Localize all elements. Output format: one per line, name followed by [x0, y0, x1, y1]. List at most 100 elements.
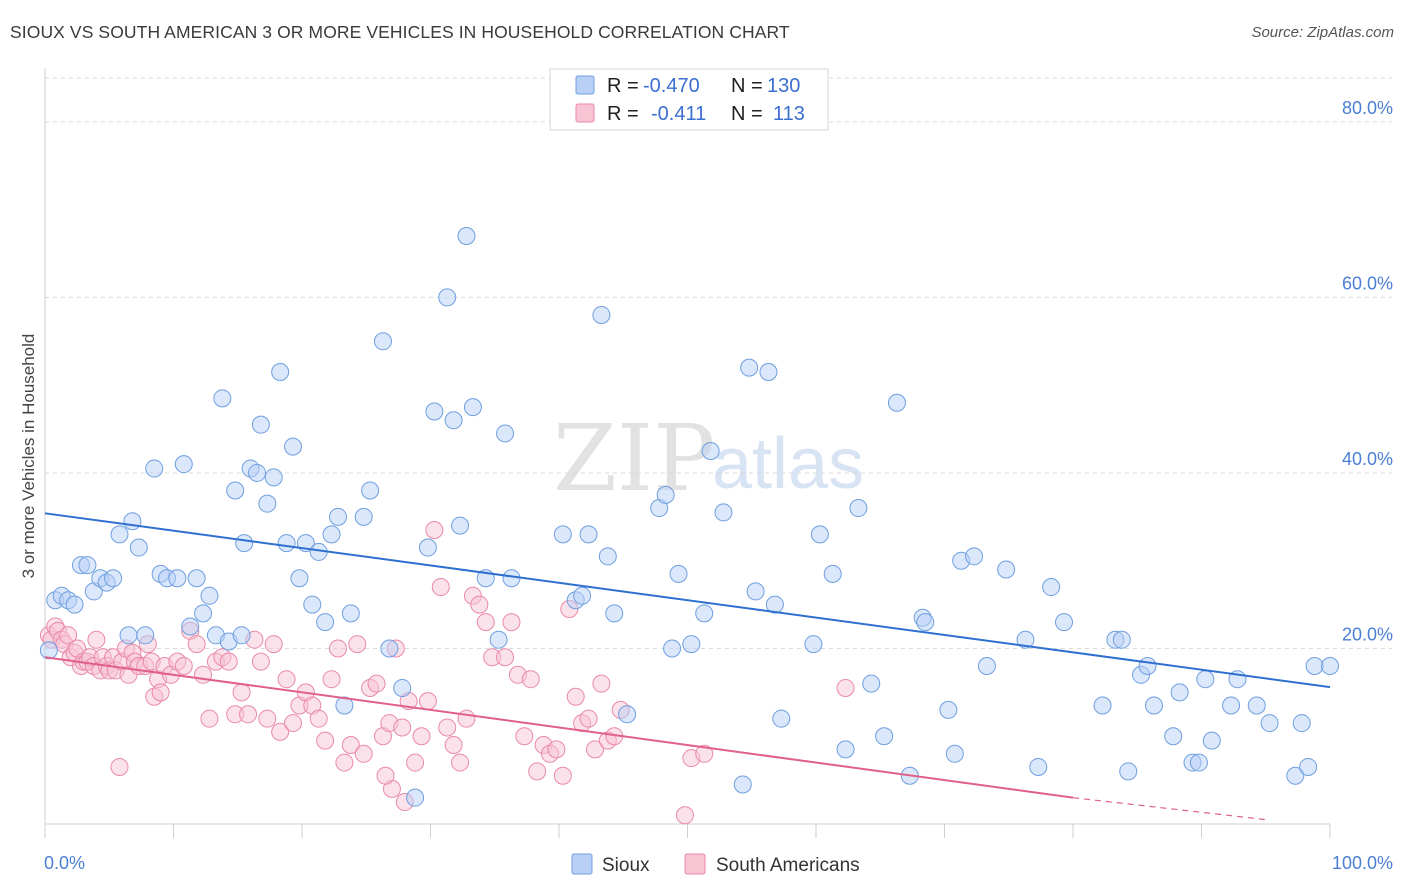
- south-americans-point: [348, 635, 367, 654]
- south-americans-point: [444, 736, 463, 755]
- sioux-point: [200, 586, 219, 605]
- south-americans-point: [110, 757, 129, 776]
- south-americans-point: [316, 731, 335, 750]
- sioux-point: [573, 586, 592, 605]
- y-tick-label: 60.0%: [1342, 273, 1393, 293]
- south-americans-point: [547, 740, 566, 759]
- sioux-point: [361, 481, 380, 500]
- sioux-point: [746, 582, 765, 601]
- sioux-point: [759, 363, 778, 382]
- sioux-point: [251, 415, 270, 434]
- sioux-point: [213, 389, 232, 408]
- sioux-point: [168, 569, 187, 588]
- y-tick-label: 20.0%: [1342, 624, 1393, 644]
- sioux-trend-line: [44, 512, 1331, 689]
- sioux-point: [663, 639, 682, 658]
- south-americans-point: [284, 714, 303, 733]
- sioux-point: [618, 705, 637, 724]
- south-americans-point: [515, 727, 534, 746]
- south-americans-point: [406, 753, 425, 772]
- legend-sioux-swatch: [575, 75, 595, 95]
- sioux-point: [425, 402, 444, 421]
- sioux-point: [277, 534, 296, 553]
- sioux-point: [1138, 657, 1157, 676]
- sioux-point: [823, 564, 842, 583]
- sioux-point: [1247, 696, 1266, 715]
- sioux-point: [406, 788, 425, 807]
- south-americans-point: [412, 727, 431, 746]
- sioux-point: [303, 595, 322, 614]
- sioux-point: [977, 657, 996, 676]
- sioux-point: [136, 626, 155, 645]
- south-americans-point: [425, 520, 444, 539]
- sioux-point: [271, 363, 290, 382]
- sioux-point: [194, 604, 213, 623]
- legend-n-value-sioux: 130: [767, 75, 800, 97]
- sioux-point: [1305, 657, 1324, 676]
- sioux-point: [78, 556, 97, 575]
- sioux-point: [373, 332, 392, 351]
- legend-r-value-sioux: -0.470: [643, 75, 700, 97]
- sioux-point: [444, 411, 463, 430]
- sioux-point: [810, 525, 829, 544]
- sioux-point: [1144, 696, 1163, 715]
- south-americans-point: [322, 670, 341, 689]
- south-americans-point: [592, 674, 611, 693]
- sioux-point: [316, 613, 335, 632]
- sioux-point: [605, 604, 624, 623]
- south-americans-point: [187, 635, 206, 654]
- south-americans-point: [457, 709, 476, 728]
- sioux-point: [804, 635, 823, 654]
- sioux-point: [258, 494, 277, 513]
- sioux-point: [733, 775, 752, 794]
- sioux-point: [393, 678, 412, 697]
- bottom-legend-sioux-label: Sioux: [602, 855, 650, 876]
- sioux-point: [1189, 753, 1208, 772]
- legend-r-value-sa: -0.411: [651, 103, 706, 125]
- south-americans-point: [496, 648, 515, 667]
- legend-n-value-sa: 113: [773, 103, 805, 125]
- bottom-legend: Sioux South Americans: [571, 853, 860, 876]
- sioux-point: [264, 468, 283, 487]
- sioux-point: [592, 305, 611, 324]
- sioux-point: [1299, 757, 1318, 776]
- x-tick-label: 100.0%: [1332, 853, 1393, 873]
- south-americans-trend-extension: [1072, 797, 1266, 821]
- sioux-point: [65, 595, 84, 614]
- sioux-point: [939, 700, 958, 719]
- sioux-point: [354, 507, 373, 526]
- sioux-point: [451, 516, 470, 535]
- sioux-point: [39, 641, 58, 660]
- south-americans-point: [695, 744, 714, 763]
- bottom-legend-sa-swatch: [684, 853, 706, 875]
- sioux-point: [284, 437, 303, 456]
- legend-n-label-sioux: N =: [731, 75, 763, 97]
- sioux-point: [598, 547, 617, 566]
- south-americans-point: [836, 678, 855, 697]
- y-tick-label: 80.0%: [1342, 98, 1393, 118]
- sioux-point: [123, 512, 142, 531]
- sioux-point: [945, 744, 964, 763]
- south-americans-point: [393, 718, 412, 737]
- watermark-atlas: atlas: [712, 424, 864, 504]
- south-americans-points: [39, 520, 855, 825]
- sioux-point: [849, 499, 868, 518]
- south-americans-point: [431, 578, 450, 597]
- sioux-point: [1164, 727, 1183, 746]
- sioux-point: [1321, 657, 1339, 676]
- legend-box: R = -0.470 N = 130 R = -0.411 N = 113: [549, 68, 829, 131]
- south-americans-point: [251, 652, 270, 671]
- south-americans-point: [200, 709, 219, 728]
- south-americans-point: [151, 683, 170, 702]
- legend-r-label-sa: R =: [607, 103, 639, 125]
- sioux-point: [695, 604, 714, 623]
- sioux-point: [1292, 714, 1311, 733]
- sioux-point: [232, 626, 251, 645]
- sioux-point: [916, 613, 935, 632]
- south-americans-point: [232, 683, 251, 702]
- sioux-point: [187, 569, 206, 588]
- sioux-point: [181, 617, 200, 636]
- sioux-point: [1286, 766, 1305, 785]
- sioux-point: [1222, 696, 1241, 715]
